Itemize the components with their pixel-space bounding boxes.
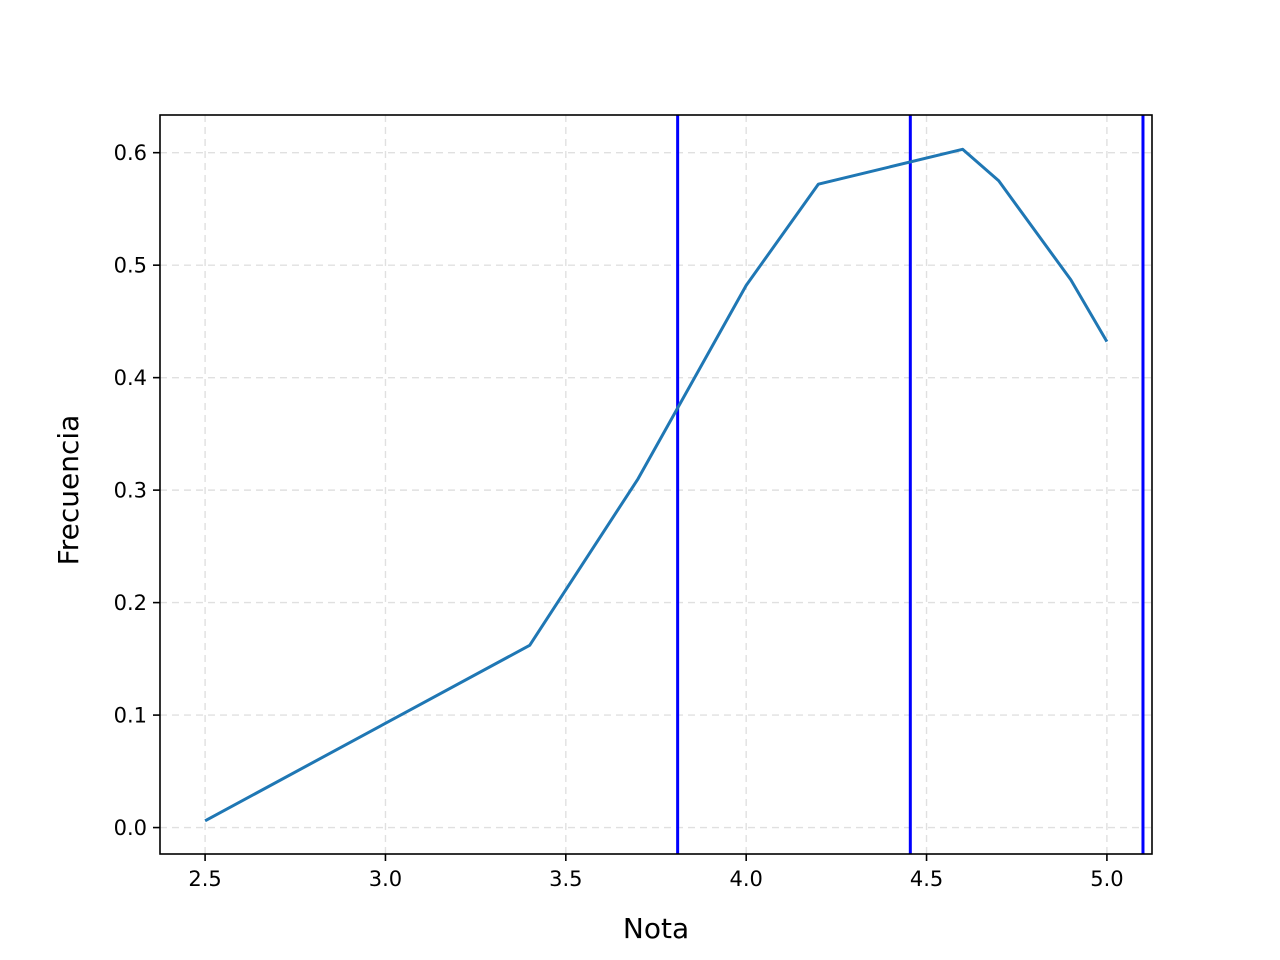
x-axis-ticks: 2.5 3.0 3.5 4.0 4.5 5.0 (188, 854, 1124, 891)
x-tick-label-5: 5.0 (1090, 867, 1123, 891)
y-axis-ticks: 0.0 0.1 0.2 0.3 0.4 0.5 0.6 (114, 141, 160, 840)
data-series (204, 147, 1109, 823)
y-tick-label-5: 0.5 (114, 254, 147, 278)
y-tick-label-1: 0.1 (114, 704, 147, 728)
y-tick-label-6: 0.6 (114, 141, 147, 165)
plot-area-background (160, 115, 1152, 854)
y-tick-label-3: 0.3 (114, 479, 147, 503)
grid-lines (160, 115, 1152, 854)
y-tick-label-2: 0.2 (114, 591, 147, 615)
x-tick-label-3: 4.0 (729, 867, 762, 891)
x-tick-label-4: 4.5 (910, 867, 943, 891)
reference-vertical-lines (676, 115, 1145, 854)
y-axis-title: Frecuencia (52, 415, 85, 566)
y-tick-label-0: 0.0 (114, 816, 147, 840)
x-axis-title: Nota (623, 912, 689, 945)
series-line-0 (204, 147, 1109, 823)
plot-area-frame (159, 114, 1153, 855)
x-tick-label-0: 2.5 (188, 867, 221, 891)
y-tick-label-4: 0.4 (114, 366, 147, 390)
x-tick-label-2: 3.5 (549, 867, 582, 891)
x-tick-label-1: 3.0 (369, 867, 402, 891)
